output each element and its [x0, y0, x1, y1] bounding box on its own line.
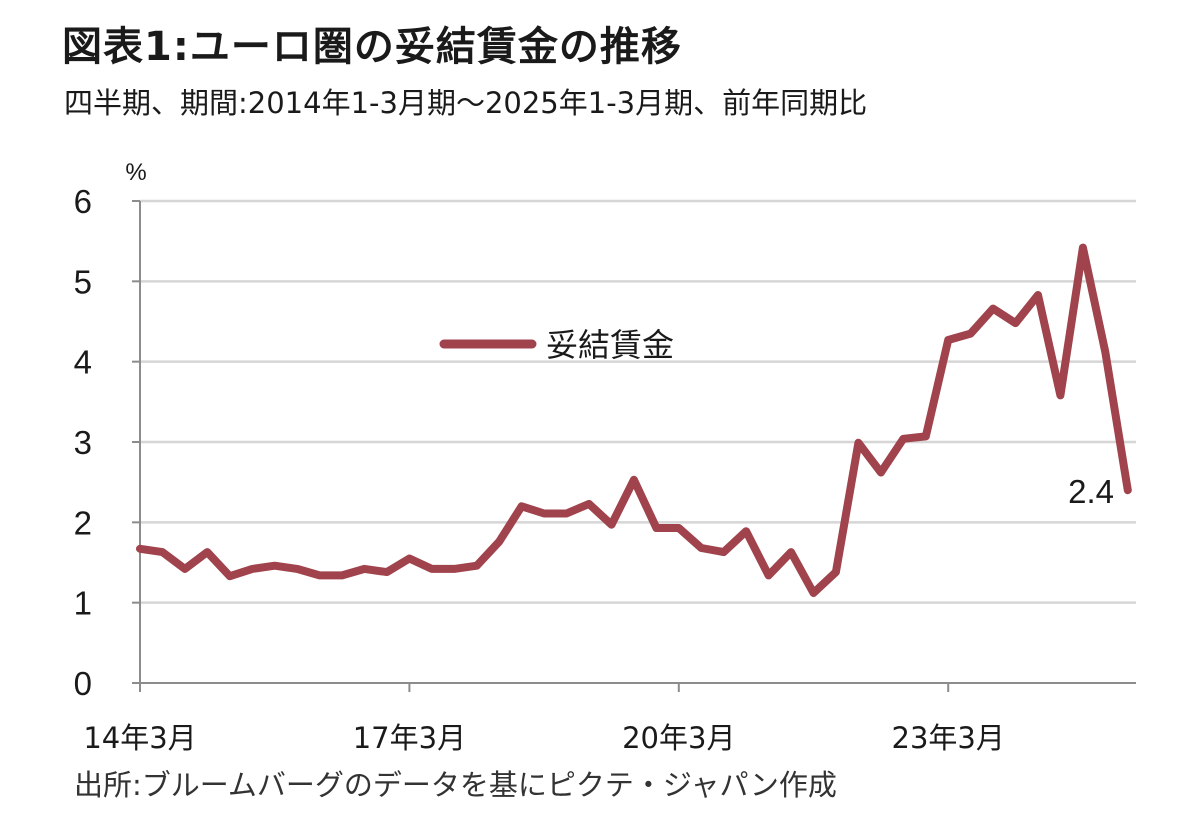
x-tick-label: 17年3月: [353, 721, 466, 755]
data-labels: 2.4: [1068, 473, 1114, 510]
chart-subtitle: 四半期、期間:2014年1-3月期～2025年1-3月期、前年同期比: [64, 86, 868, 120]
legend: 妥結賃金: [439, 326, 674, 364]
y-tick-3: 3: [74, 424, 92, 461]
y-tick-labels: 0 1 2 3 4 5 6: [74, 183, 92, 702]
axes: [132, 200, 1136, 692]
legend-label: 妥結賃金: [546, 326, 674, 364]
y-tick-2: 2: [74, 504, 92, 541]
source-note: 出所:ブルームバーグのデータを基にピクテ・ジャパン作成: [74, 768, 837, 802]
x-tick-labels: 14年3月 17年3月 20年3月 23年3月: [83, 721, 1005, 755]
x-tick-label: 14年3月: [83, 721, 196, 755]
chart-title: 図表1:ユーロ圏の妥結賃金の推移: [62, 24, 682, 70]
y-tick-5: 5: [74, 263, 92, 300]
x-tick-label: 20年3月: [622, 721, 735, 755]
series-line-0: [136, 243, 1132, 597]
y-unit-label: %: [125, 159, 146, 186]
y-tick-1: 1: [74, 585, 92, 622]
y-tick-6: 6: [74, 183, 92, 220]
y-tick-0: 0: [74, 665, 92, 702]
y-tick-4: 4: [74, 344, 92, 381]
gridlines: [140, 199, 1136, 604]
series-lines: [136, 243, 1132, 597]
data-label-last: 2.4: [1068, 473, 1114, 510]
x-tick-label: 23年3月: [892, 721, 1005, 755]
